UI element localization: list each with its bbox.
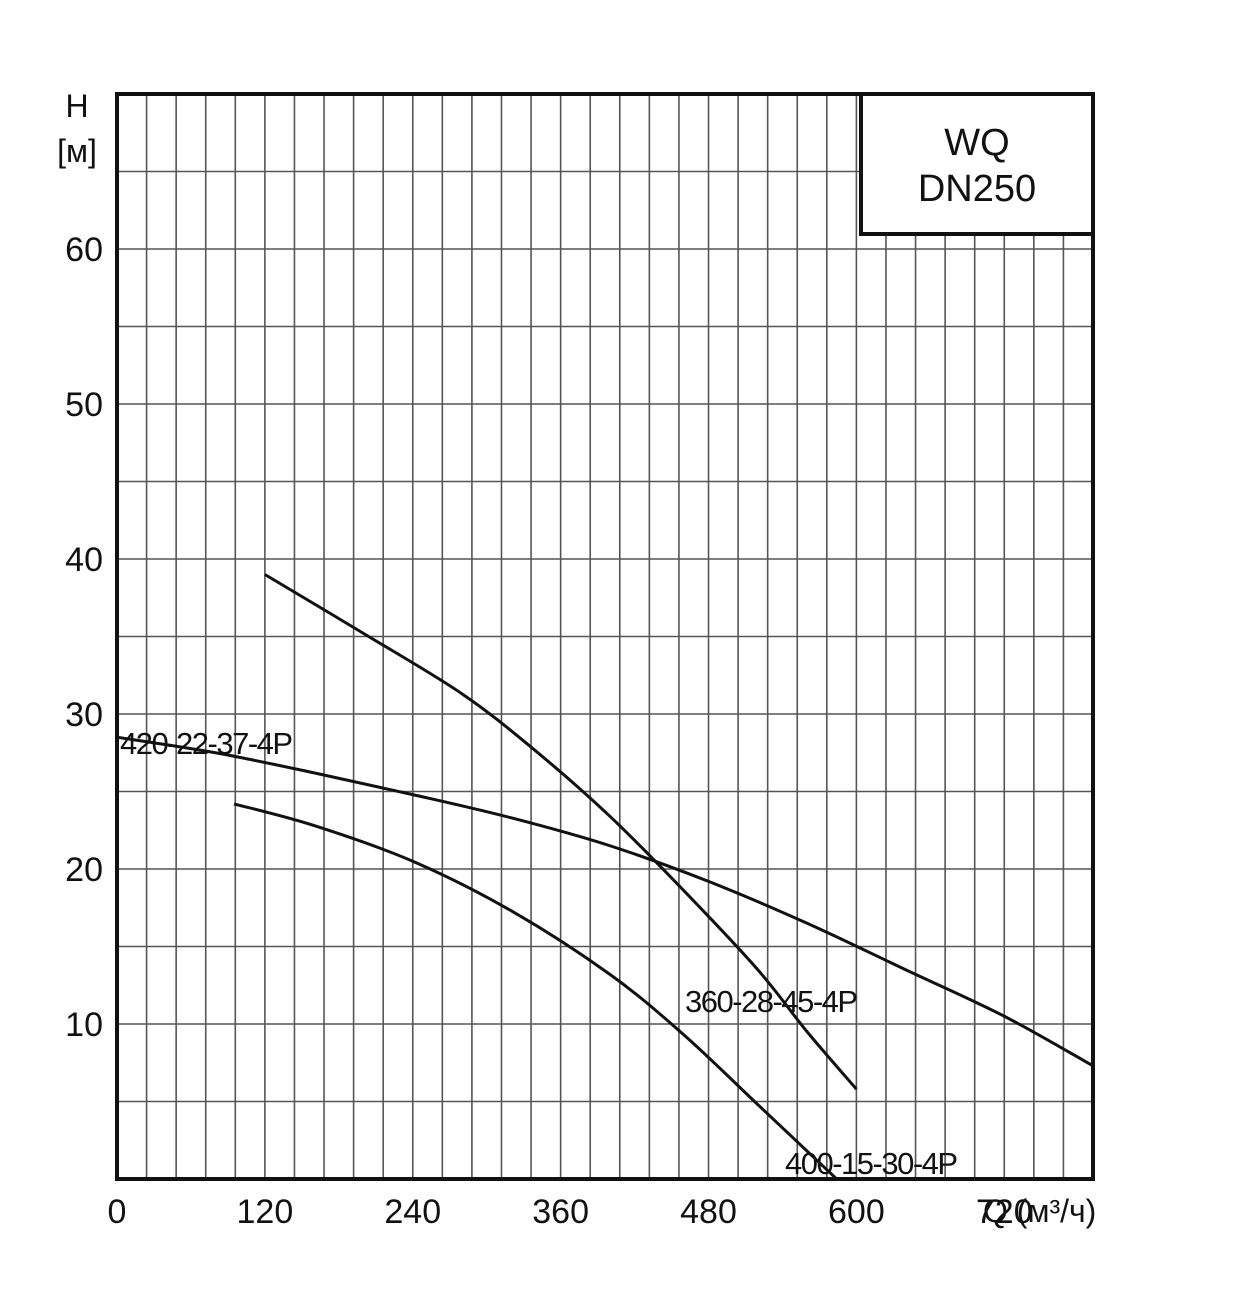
y-tick-label: 40: [65, 541, 103, 579]
x-tick-label: 480: [680, 1193, 737, 1231]
series-line-420-22-37-4P: [117, 735, 1093, 1068]
plot-frame: [115, 92, 1095, 1181]
y-tick-label: 50: [65, 386, 103, 424]
x-tick-label: 720: [976, 1193, 1033, 1231]
chart-title: WQ: [944, 122, 1009, 164]
series-line-360-28-45-4P: [264, 573, 858, 1091]
chart-subtitle: DN250: [918, 168, 1036, 210]
y-tick-label: 60: [65, 231, 103, 269]
x-axis-title: Q (м³/ч): [983, 1193, 1096, 1229]
y-tick-label: 10: [65, 1006, 103, 1044]
grid: [117, 94, 1093, 1179]
x-tick-label: 360: [532, 1193, 589, 1231]
y-axis-symbol: H: [65, 88, 88, 124]
y-tick-label: 20: [65, 851, 103, 889]
title-box: [859, 92, 1095, 236]
tick-labels: 0 120 240 360 480 600 720 10 20 30 40 50 60: [65, 231, 1032, 1231]
x-tick-label: 120: [237, 1193, 294, 1231]
y-axis-unit: [м]: [57, 133, 97, 169]
series-label-400-15-30-4P: 400-15-30-4P: [785, 1146, 957, 1181]
series-label-360-28-45-4P: 360-28-45-4P: [685, 984, 857, 1019]
y-tick-label: 30: [65, 696, 103, 734]
x-tick-label: 240: [384, 1193, 441, 1231]
x-tick-label: 0: [108, 1193, 127, 1231]
series-lines: [117, 573, 1093, 1179]
series-line-400-15-30-4P: [233, 802, 839, 1179]
x-tick-label: 600: [828, 1193, 885, 1231]
series-label-420-22-37-4P: 420-22-37-4P: [120, 726, 292, 761]
